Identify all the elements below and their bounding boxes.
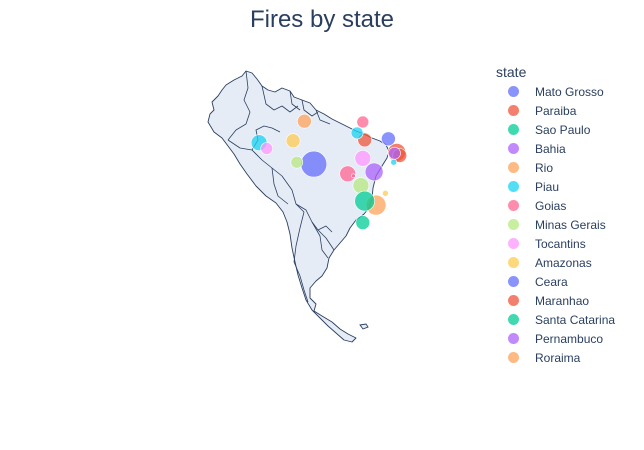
legend-label: Tocantins: [535, 236, 586, 251]
fire-point[interactable]: [382, 190, 389, 197]
fire-point[interactable]: [354, 190, 376, 212]
points-layer[interactable]: [250, 113, 408, 230]
legend-label: Goias: [535, 198, 567, 213]
fire-point[interactable]: [381, 131, 396, 147]
legend-label: Roraima: [535, 350, 581, 365]
legend-label: Paraiba: [535, 103, 577, 118]
legend-label: Rio: [535, 160, 554, 175]
legend-label: Maranhao: [535, 293, 590, 308]
legend-marker: [508, 333, 519, 344]
legend-item[interactable]: Rio: [496, 158, 615, 177]
fire-point[interactable]: [260, 142, 274, 155]
fire-point[interactable]: [388, 146, 401, 160]
legend-marker: [508, 105, 519, 116]
chart-title: Fires by state: [249, 6, 395, 33]
island: [359, 323, 369, 330]
legend-item[interactable]: Roraima: [496, 348, 615, 367]
legend-label: Santa Catarina: [535, 312, 616, 327]
legend-label: Sao Paulo: [535, 122, 591, 137]
legend-item[interactable]: Bahia: [496, 139, 615, 158]
fire-point[interactable]: [390, 158, 398, 166]
legend-item[interactable]: Sao Paulo: [496, 120, 615, 139]
legend-title: state: [496, 64, 527, 80]
legend-label: Pernambuco: [535, 331, 604, 346]
legend-marker: [508, 352, 519, 363]
fire-point[interactable]: [339, 165, 357, 183]
fire-point[interactable]: [350, 126, 364, 140]
legend-item[interactable]: Pernambuco: [496, 329, 615, 348]
legend-item[interactable]: Maranhao: [496, 291, 615, 310]
fire-point[interactable]: [355, 215, 371, 230]
fire-point[interactable]: [300, 150, 328, 178]
legend-marker: [508, 314, 519, 325]
legend-marker: [508, 86, 519, 97]
legend-marker: [508, 124, 519, 135]
fire-point[interactable]: [364, 162, 384, 182]
legend-marker: [508, 200, 519, 211]
fire-point[interactable]: [297, 113, 312, 129]
legend-item[interactable]: Mato Grosso: [496, 82, 615, 101]
legend-label: Amazonas: [535, 255, 592, 270]
legend-label: Mato Grosso: [535, 84, 604, 99]
legend-marker: [508, 143, 519, 154]
legend-label: Bahia: [535, 141, 566, 156]
legend: state Mato Grosso Paraiba Sao Paulo Bahia Ri…: [496, 64, 615, 367]
legend-item[interactable]: Goias: [496, 196, 615, 215]
legend-label: Ceara: [535, 274, 568, 289]
legend-item[interactable]: Ceara: [496, 272, 615, 291]
fire-point[interactable]: [290, 155, 304, 169]
legend-item[interactable]: Piau: [496, 177, 615, 196]
legend-item[interactable]: Santa Catarina: [496, 310, 615, 329]
fire-point[interactable]: [285, 133, 301, 148]
legend-label: Piau: [535, 179, 560, 194]
legend-marker: [508, 295, 519, 306]
legend-item[interactable]: Minas Gerais: [496, 215, 615, 234]
legend-marker: [508, 219, 519, 230]
legend-marker: [508, 181, 519, 192]
legend-marker: [508, 162, 519, 173]
legend-marker: [508, 238, 519, 249]
fire-point[interactable]: [351, 173, 356, 179]
legend-item[interactable]: Tocantins: [496, 234, 615, 253]
legend-item[interactable]: Amazonas: [496, 253, 615, 272]
legend-marker: [508, 276, 519, 287]
legend-item[interactable]: Paraiba: [496, 101, 615, 120]
legend-label: Minas Gerais: [535, 217, 606, 232]
fire-point[interactable]: [354, 150, 372, 167]
legend-marker: [508, 257, 519, 268]
legend-items: Mato Grosso Paraiba Sao Paulo Bahia Rio Piau G…: [496, 82, 615, 367]
fire-point[interactable]: [356, 115, 370, 129]
